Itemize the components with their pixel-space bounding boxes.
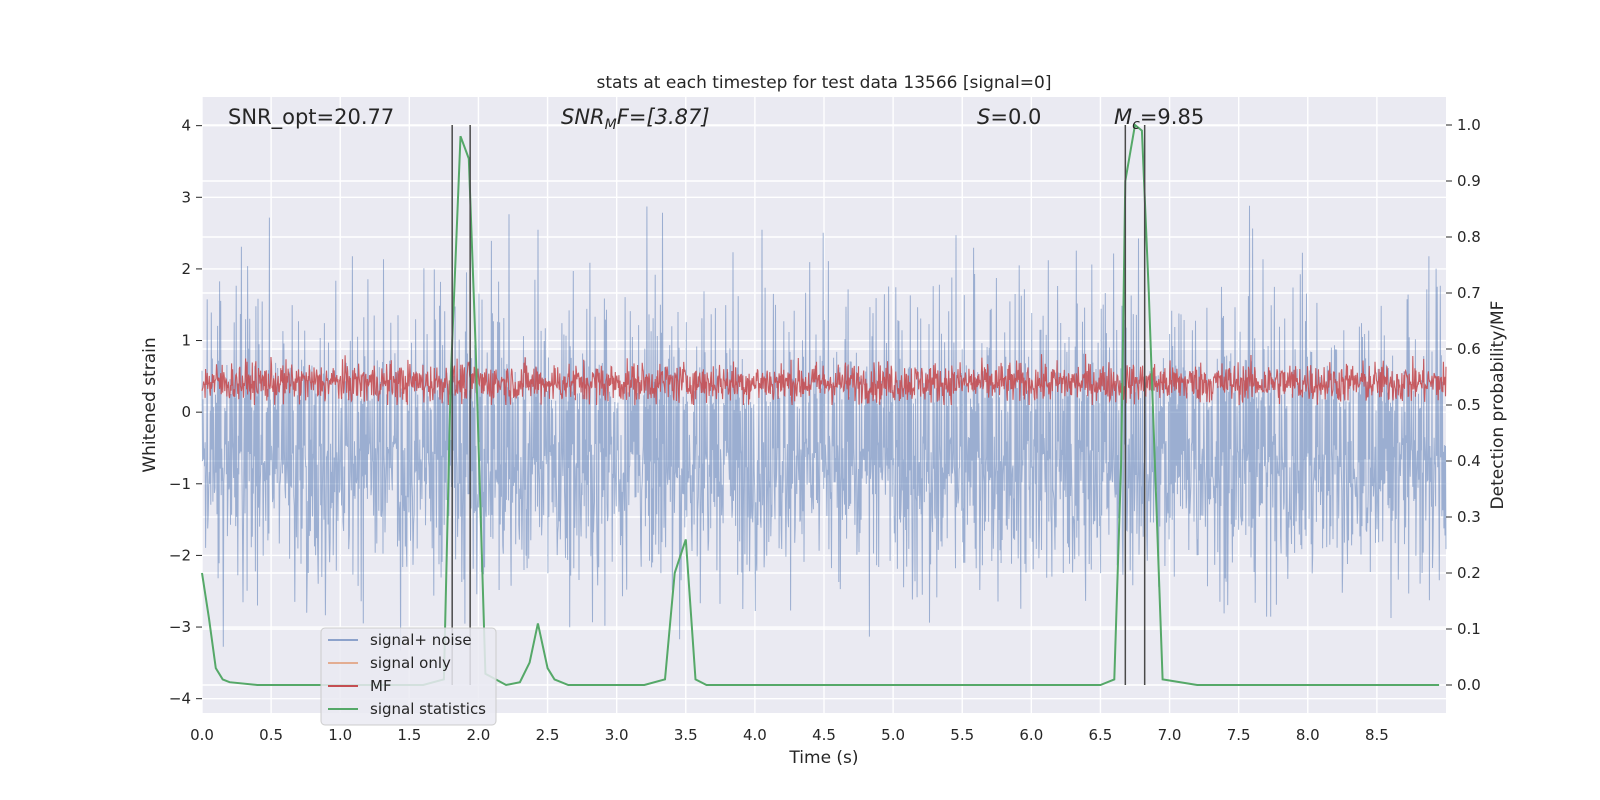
- y-right-tick-label: 0.4: [1457, 452, 1481, 470]
- x-axis-ticks: 0.0 0.5 1.0 1.5 2.0 2.5 3.0 3.5 4.0 4.5 5.0 5.5 6.0 6…: [190, 726, 1389, 744]
- y-right-axis-label: Detection probability/MF: [1488, 301, 1508, 510]
- legend-label-signal-only: signal only: [370, 654, 451, 672]
- legend-label-signal-noise: signal+ noise: [370, 631, 472, 649]
- y-tick-label: 1: [181, 332, 191, 350]
- series-mf: [201, 353, 1447, 406]
- annotation-snr-mf: SNRMF=[3.87]: [561, 105, 710, 133]
- x-tick-label: 3.5: [674, 726, 698, 744]
- y-right-tick-label: 0.0: [1457, 676, 1481, 694]
- x-tick-label: 1.5: [397, 726, 421, 744]
- y-right-tick-label: 1.0: [1457, 116, 1481, 134]
- x-axis-label: Time (s): [788, 748, 858, 768]
- annotation-s-tail: =0.0: [990, 105, 1041, 129]
- annotation-snr-mf-main: SNR: [561, 105, 605, 129]
- x-tick-label: 8.0: [1296, 726, 1320, 744]
- y-tick-label: −3: [169, 618, 191, 636]
- x-tick-label: 4.5: [812, 726, 836, 744]
- series-signal-noise: [201, 205, 1447, 651]
- y-right-tick-label: 0.6: [1457, 340, 1481, 358]
- x-tick-label: 7.5: [1227, 726, 1251, 744]
- y-tick-label: −2: [169, 546, 191, 564]
- legend-label-signal-statistics: signal statistics: [370, 700, 486, 718]
- x-tick-label: 2.0: [467, 726, 491, 744]
- x-tick-label: 7.0: [1158, 726, 1182, 744]
- y-axis-label: Whitened strain: [140, 337, 160, 472]
- annotation-s-main: S: [977, 105, 990, 129]
- annotation-mc-main: M: [1114, 105, 1132, 129]
- annotation-snr-mf-sub: M: [605, 117, 617, 133]
- legend-label-mf: MF: [370, 677, 392, 695]
- legend-box: [320, 627, 497, 726]
- x-tick-label: 0.5: [259, 726, 283, 744]
- annotation-mc-sub: c: [1132, 117, 1140, 133]
- annotation-snr-opt: SNR_opt=20.77: [228, 105, 394, 130]
- x-tick-label: 0.0: [190, 726, 214, 744]
- y-tick-label: −1: [169, 475, 191, 493]
- y-right-axis-ticks: 1.0 0.9 0.8 0.7 0.6 0.5 0.4 0.3 0.2 0.1 0.0: [1446, 116, 1481, 694]
- y-right-tick-label: 0.5: [1457, 396, 1481, 414]
- x-tick-label: 6.5: [1089, 726, 1113, 744]
- y-tick-label: 2: [181, 260, 191, 278]
- y-right-tick-label: 0.9: [1457, 172, 1481, 190]
- y-tick-label: 0: [181, 403, 191, 421]
- y-right-tick-label: 0.3: [1457, 508, 1481, 526]
- x-tick-label: 6.0: [1019, 726, 1043, 744]
- annotation-s: S=0.0: [977, 105, 1041, 129]
- x-tick-label: 8.5: [1365, 726, 1389, 744]
- x-tick-label: 3.0: [605, 726, 629, 744]
- annotation-snr-mf-tail: F=[3.87]: [617, 105, 710, 129]
- y-right-tick-label: 0.8: [1457, 228, 1481, 246]
- x-tick-label: 4.0: [743, 726, 767, 744]
- y-tick-label: 4: [181, 117, 191, 135]
- legend: signal+ noise signal only MF signal stat…: [320, 627, 497, 726]
- x-tick-label: 1.0: [328, 726, 352, 744]
- x-tick-label: 5.0: [881, 726, 905, 744]
- y-right-tick-label: 0.7: [1457, 284, 1481, 302]
- annotation-mc: Mc=9.85: [1114, 105, 1204, 133]
- y-right-tick-label: 0.2: [1457, 564, 1481, 582]
- chart-title: stats at each timestep for test data 135…: [597, 73, 1052, 93]
- y-tick-label: −4: [169, 690, 191, 708]
- x-tick-label: 2.5: [536, 726, 560, 744]
- annotation-mc-tail: =9.85: [1140, 105, 1204, 129]
- vertical-lines: [451, 125, 1146, 685]
- y-axis-ticks: 4 3 2 1 0 −1 −2 −3 −4: [169, 117, 202, 708]
- y-right-tick-label: 0.1: [1457, 620, 1481, 638]
- y-tick-label: 3: [181, 188, 191, 206]
- x-tick-label: 5.5: [950, 726, 974, 744]
